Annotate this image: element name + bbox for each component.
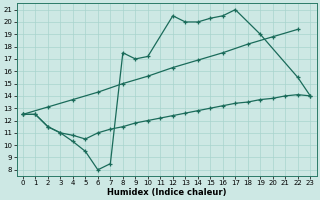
X-axis label: Humidex (Indice chaleur): Humidex (Indice chaleur) [107,188,226,197]
